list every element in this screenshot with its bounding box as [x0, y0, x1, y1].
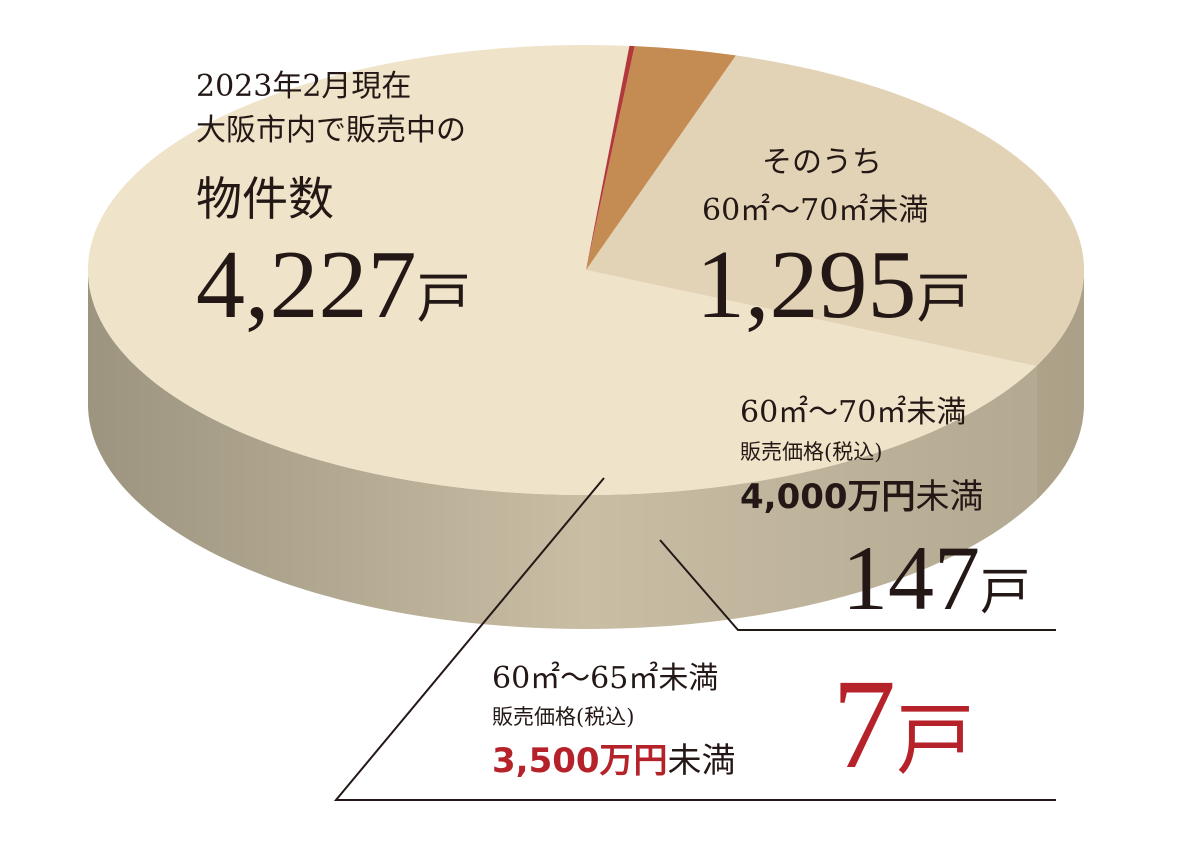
- total-value: 4,227: [196, 231, 417, 339]
- subset-area-value-row: 1,295戸: [696, 236, 971, 334]
- price40-threshold: 4,000万円: [740, 477, 916, 517]
- pie-slice-total_rest: [87, 45, 1037, 496]
- price40-value-row: 147戸: [842, 532, 1030, 624]
- pie-slice-under_40m: [586, 46, 736, 270]
- subset-area-intro: そのうち: [762, 145, 882, 180]
- pie-slices: [87, 45, 1085, 496]
- subset-area-range: 60㎡〜70㎡未満: [702, 193, 929, 228]
- pie-slice-size_60_70: [586, 55, 1085, 367]
- price35-value-row: 7戸: [832, 660, 974, 788]
- total-title-label: 物件数: [196, 172, 334, 226]
- pie-slice-under_35m: [586, 45, 635, 271]
- total-value-row: 4,227戸: [196, 236, 471, 334]
- price35-threshold-suffix: 未満: [667, 741, 736, 781]
- price35-threshold: 3,500万円: [492, 741, 668, 781]
- pie-sides: [88, 270, 1084, 629]
- price35-area-range: 60㎡〜65㎡未満: [492, 661, 719, 696]
- price35-value: 7: [832, 653, 896, 795]
- price35-threshold-row: 3,500万円未満: [492, 744, 736, 778]
- leader-line-price35: [333, 477, 1056, 801]
- total-area-label: 大阪市内で販売中の: [196, 113, 466, 148]
- price40-value: 147: [842, 527, 980, 629]
- subset-area-value: 1,295: [696, 231, 917, 339]
- leader-line-price40: [659, 539, 1056, 631]
- price40-threshold-row: 4,000万円未満: [740, 480, 984, 514]
- price35-unit: 戸: [896, 696, 975, 786]
- leader-lines: [333, 477, 1056, 801]
- price40-threshold-suffix: 未満: [915, 477, 984, 517]
- price35-price-label: 販売価格(税込): [492, 705, 635, 729]
- price40-unit: 戸: [980, 563, 1030, 621]
- pie-side-shading: [88, 270, 1084, 629]
- total-unit: 戸: [416, 267, 471, 330]
- subset-area-unit: 戸: [916, 267, 971, 330]
- price40-area-range: 60㎡〜70㎡未満: [740, 395, 967, 430]
- total-date-label: 2023年2月現在: [196, 69, 412, 104]
- price40-price-label: 販売価格(税込): [740, 440, 883, 464]
